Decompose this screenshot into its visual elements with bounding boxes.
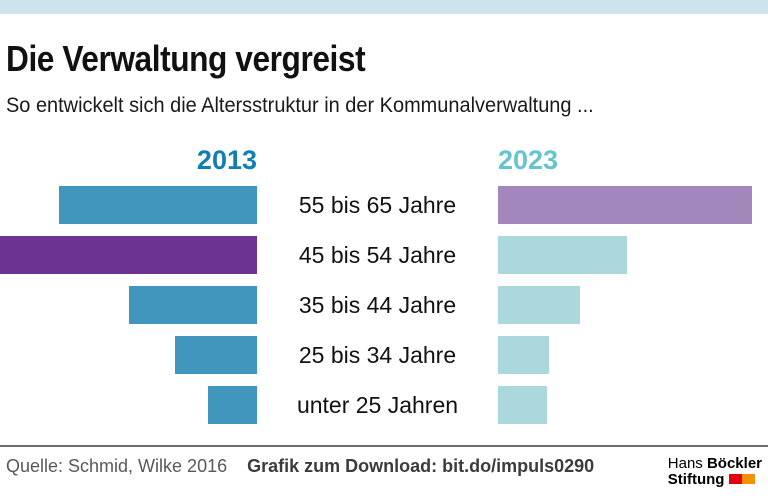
age-group-label: 25 bis 34 Jahre [298,341,457,368]
chart-row-55-65: 55 bis 65 Jahre [0,180,768,230]
bar-cell-2023 [498,286,755,324]
chart-row-35-44: 35 bis 44 Jahre [0,280,768,330]
chart-column-headers: 2013 2023 [0,146,768,180]
logo-stiftung-text: Stiftung [667,471,725,488]
chart-row-25-34: 25 bis 34 Jahre [0,330,768,380]
bar-2023-35-44 [498,286,581,324]
footer-divider [0,445,768,447]
bar-2013-45-54 [0,236,257,274]
logo-orange-square-icon [742,474,756,484]
page-subtitle: So entwickelt sich die Altersstruktur in… [6,94,594,117]
bar-cell-2013 [0,186,257,224]
hans-boeckler-stiftung-logo: Hans Böckler Stiftung [668,456,762,488]
source-credit: Quelle: Schmid, Wilke 2016 [6,456,228,476]
logo-hans-text: Hans [667,455,707,472]
bar-cell-2023 [498,236,755,274]
bar-2023-25-34 [498,336,550,374]
bar-2013-55-65 [59,186,257,224]
bar-cell-2013 [0,336,257,374]
chart-row-unter-25: unter 25 Jahren [0,380,768,430]
bar-2023-unter-25 [498,386,547,424]
bar-cell-2023 [498,336,755,374]
age-group-label: 45 bis 54 Jahre [298,241,457,268]
age-group-label: 55 bis 65 Jahre [298,191,457,218]
chart-row-45-54: 45 bis 54 Jahre [0,230,768,280]
logo-red-square-icon [729,474,743,484]
logo-boeckler-text: Böckler [706,455,762,472]
bar-2013-25-34 [174,336,257,374]
top-accent-strip [0,0,768,14]
download-link-text: Grafik zum Download: bit.do/impuls0290 [247,456,595,476]
bar-2013-35-44 [128,286,257,324]
age-group-label: 35 bis 44 Jahre [298,291,457,318]
bar-cell-2013 [0,236,257,274]
header-spacer [257,146,498,180]
series-header-2013: 2013 [196,145,257,175]
logo-color-mark [729,472,756,488]
logo-line2: Stiftung [668,471,756,488]
series-header-2023: 2023 [498,145,559,175]
bar-cell-2013 [0,386,257,424]
footer: Quelle: Schmid, Wilke 2016 Grafik zum Do… [6,456,762,488]
bar-2013-unter-25 [208,386,257,424]
bar-2023-45-54 [498,236,627,274]
bar-cell-2023 [498,186,755,224]
age-structure-chart: 2013 2023 55 bis 65 Jahre 45 bis 54 Jahr… [0,146,768,430]
age-group-label: unter 25 Jahren [296,391,459,418]
bar-cell-2013 [0,286,257,324]
page-title: Die Verwaltung vergreist [6,38,366,79]
bar-2023-55-65 [498,186,753,224]
logo-line1: Hans Böckler [668,455,762,472]
bar-cell-2023 [498,386,755,424]
